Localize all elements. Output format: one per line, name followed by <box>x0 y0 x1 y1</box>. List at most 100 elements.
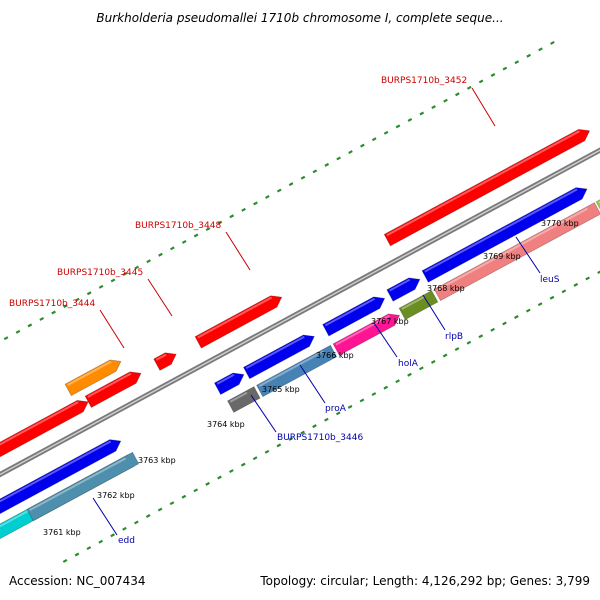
gene-arrow-red <box>84 371 142 409</box>
inner-tick-dot <box>264 449 270 454</box>
gene-label[interactable]: proA <box>325 404 347 414</box>
outer-tick-dot <box>39 316 45 321</box>
gene-leader-line <box>373 322 398 358</box>
gene-arrow-rlpb-shade <box>401 295 426 310</box>
outer-tick-dot <box>193 233 199 238</box>
kbp-tick-label: 3761 kbp <box>43 528 81 537</box>
gene-leader-line <box>147 278 173 317</box>
gene-arrow-orange <box>64 359 122 397</box>
gene-arrow-red-shade <box>0 401 79 446</box>
accession-value: NC_007434 <box>76 574 146 588</box>
outer-tick-dot <box>514 60 520 65</box>
gene-arrow-blue-shade <box>389 278 411 292</box>
kbp-tick-label: 3764 kbp <box>207 420 245 429</box>
inner-tick-dot <box>276 443 282 448</box>
inner-tick-dot <box>157 507 163 512</box>
gene-arrow-blue-shade <box>245 335 305 370</box>
gene-arrow-red <box>153 352 177 371</box>
inner-tick-dot <box>312 424 317 429</box>
outer-tick-dot <box>324 162 330 167</box>
inner-tick-dot <box>205 481 210 486</box>
gene-leader-line <box>225 231 251 271</box>
outer-tick-dot <box>27 323 33 328</box>
outer-tick-dot <box>312 169 318 174</box>
gene-arrow-edd-strip-shade <box>29 457 127 512</box>
inner-tick-dot <box>217 475 222 480</box>
gene-label[interactable]: edd <box>118 536 135 546</box>
outer-tick-dot <box>419 111 425 116</box>
genes-value: 3,799 <box>555 574 590 588</box>
topology-value: circular <box>320 574 365 588</box>
backbone-highlight <box>0 149 600 476</box>
gene-arrow-blue-shade <box>324 297 376 327</box>
gene-label[interactable]: BURPS1710b_3444 <box>9 299 95 309</box>
gene-arrow-3446 <box>227 386 261 413</box>
outer-tick-dot <box>455 92 460 97</box>
inner-tick-dot <box>490 327 495 332</box>
inner-tick-dot <box>122 526 127 531</box>
inner-tick-dot <box>573 282 579 287</box>
inner-tick-dot <box>371 392 377 396</box>
gene-leader-line <box>92 497 118 536</box>
accession-label: Accession: <box>9 574 73 588</box>
inner-tick-dot <box>514 315 519 319</box>
gene-arrow-proa <box>256 344 338 398</box>
gene-label[interactable]: holA <box>398 359 419 369</box>
gene-arrow-hola <box>332 313 401 356</box>
genes-label: Genes: <box>509 574 552 588</box>
gene-arrow-orange-shade <box>67 360 112 386</box>
gene-label[interactable]: BURPS1710b_3445 <box>57 268 143 278</box>
gene-label[interactable]: leuS <box>540 275 560 285</box>
gene-arrow-red-shade <box>386 130 581 237</box>
gene-arrow-blue <box>386 277 421 302</box>
outer-tick-dot <box>146 259 151 264</box>
kbp-tick-label: 3762 kbp <box>97 491 135 500</box>
outer-tick-dot <box>336 156 341 161</box>
inner-tick-dot <box>430 359 436 364</box>
outer-tick-dot <box>443 98 448 103</box>
topology-label: Topology: <box>260 574 317 588</box>
inner-tick-dot <box>454 347 460 352</box>
gene-arrow-proa-shade <box>258 350 324 387</box>
gene-arrow-blue <box>0 439 122 515</box>
kbp-tick-label: 3766 kbp <box>316 351 354 360</box>
gene-arrow-3446-shade <box>229 391 248 403</box>
inner-tick-dot <box>442 353 448 358</box>
outer-tick-dot <box>526 53 531 58</box>
gene-label[interactable]: BURPS1710b_3448 <box>135 221 221 231</box>
gene-leader-line <box>422 294 446 331</box>
inner-tick-dot <box>145 514 151 518</box>
outer-tick-dot <box>431 105 436 110</box>
outer-tick-dot <box>229 214 235 219</box>
inner-tick-dot <box>169 501 175 506</box>
kbp-tick-label: 3765 kbp <box>262 385 300 394</box>
inner-tick-dot <box>478 334 484 339</box>
outer-tick-dot <box>110 278 116 283</box>
gene-label[interactable]: BURPS1710b_3446 <box>277 433 363 443</box>
gene-arrow-red <box>383 128 591 247</box>
gene-leader-line <box>250 394 277 433</box>
gene-arrow-red <box>0 399 89 458</box>
outer-tick-dot <box>217 220 223 225</box>
gene-leader-line <box>299 364 326 404</box>
inner-tick-dot <box>585 276 590 281</box>
outer-tick-dot <box>51 310 56 315</box>
outer-tick-dot <box>300 175 306 180</box>
inner-tick-dot <box>561 289 567 294</box>
gene-label[interactable]: BURPS1710b_3452 <box>381 76 467 86</box>
outer-tick-dot <box>253 201 258 206</box>
inner-tick-dot <box>525 308 531 313</box>
gene-label[interactable]: rlpB <box>445 332 463 342</box>
gene-arrow-red-shade <box>155 353 167 361</box>
outer-tick-dot <box>170 246 175 251</box>
gene-arrow-red-shade <box>87 372 132 398</box>
gene-leader-line <box>99 309 125 349</box>
gene-arrow-hola-shade <box>335 314 390 346</box>
inner-tick-dot <box>466 340 472 345</box>
inner-tick-dot <box>98 539 104 544</box>
inner-tick-dot <box>395 379 400 384</box>
inner-tick-dot <box>502 321 507 326</box>
gene-arrow-leus-shade <box>436 207 588 291</box>
outer-tick-dot <box>134 265 140 270</box>
